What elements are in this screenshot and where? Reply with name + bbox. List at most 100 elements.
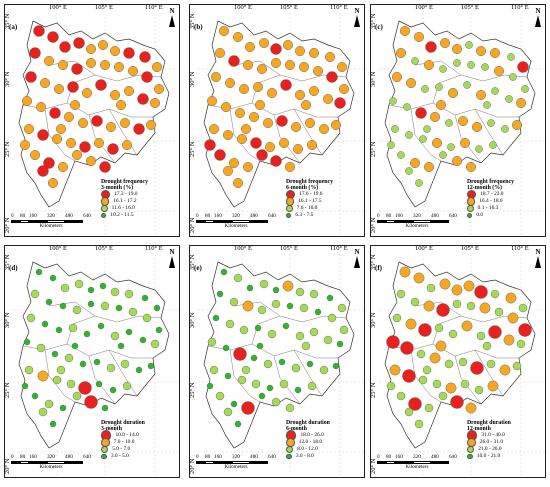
station-marker [270,43,282,55]
station-marker [294,386,302,394]
longitude-label: 110° E [145,4,163,11]
station-marker [465,41,473,49]
station-marker [71,149,82,160]
station-marker [69,99,80,110]
legend-entry: 16.4 - 18.6 [467,197,539,206]
station-marker [282,322,290,330]
latitude-label: 30° N [189,312,196,328]
legend-range: 16.1 - 17.5 [298,198,322,204]
station-marker [386,381,396,391]
province-boundary [88,114,116,164]
station-marker [125,328,133,336]
station-marker [250,137,262,149]
map-canvas [379,254,545,477]
station-marker [404,407,414,417]
station-marker [439,38,450,49]
longitude-label: 105° E [461,4,479,11]
station-marker [471,121,482,132]
latitude-label: 25° N [4,141,11,157]
legend-swatch [101,445,109,454]
province-boundary [293,108,323,156]
province-boundary [414,60,462,76]
station-marker [457,115,468,126]
station-marker [295,331,305,341]
scale-tick: 160 [29,454,37,460]
scale-segment [20,220,29,223]
station-marker [465,402,477,414]
station-marker [113,62,124,73]
station-marker [241,401,255,415]
station-marker [31,392,39,400]
latitude-label: 20° N [370,458,377,474]
station-marker [439,65,447,73]
map-canvas [379,13,545,236]
station-marker [54,83,65,94]
station-marker [405,131,413,139]
legend-range: 11.6 - 16.0 [111,205,135,211]
longitude-label: 110° E [511,245,529,252]
province-boundary [293,349,323,397]
station-marker [271,299,281,309]
legend-entry: 10.2 - 11.5 [101,212,173,219]
station-marker [224,372,232,380]
legend-entry: 3.0 - 8.0 [286,453,358,460]
station-marker [314,308,322,316]
station-marker [209,365,219,375]
station-marker [145,119,156,130]
scale-segment [11,220,20,223]
station-marker [105,121,116,132]
longitude-label: 105° E [95,245,113,252]
scale-tick: 320 [413,213,421,219]
scale-segment [377,220,386,223]
north-arrow-icon: N [535,248,541,268]
longitude-label: 110° E [511,4,529,11]
station-marker [284,161,295,172]
north-arrow-icon: N [169,7,175,27]
scale-tick: 0 [11,213,14,219]
station-marker [414,419,424,429]
station-marker [280,79,292,91]
map-panel: 100° E 105° E 110° E 20° N 25° N 30° N 35° N (b… [189,4,365,237]
station-marker [451,284,463,296]
station-marker [133,123,145,135]
station-marker [339,325,349,335]
station-marker [416,349,426,359]
station-marker [263,359,273,369]
station-marker [147,362,155,370]
scale-tick: 160 [395,454,403,460]
province-boundary [48,60,96,76]
station-marker [266,87,277,98]
station-marker [233,177,244,188]
station-marker [425,41,437,53]
province-boundary [108,349,138,397]
station-marker [444,359,454,369]
scale-segment [47,461,65,464]
station-marker [230,400,238,408]
station-marker [207,95,218,106]
province-boundary [48,301,96,317]
station-marker [124,289,134,299]
station-marker [36,343,46,353]
station-marker [326,71,338,83]
station-marker [422,365,432,375]
legend-entry: 12.0 - 18.0 [286,438,358,447]
station-marker [26,313,36,323]
scale-segment [65,220,83,223]
station-marker [426,283,436,293]
station-marker [30,289,40,299]
station-marker [447,143,455,151]
scale-tick: 320 [232,213,240,219]
station-marker [326,294,334,302]
station-marker [458,357,468,367]
legend-swatch [467,212,473,219]
province-boundary [229,108,261,162]
station-marker [286,302,294,310]
station-marker [149,97,160,108]
station-marker [64,353,74,363]
station-marker [430,111,441,122]
legend-entry: 21.0 - 26.0 [467,445,539,454]
station-marker [292,143,303,154]
legend-range: 6.3 - 7.5 [295,212,314,218]
station-marker [459,137,470,148]
legend-title: Drought duration [467,420,511,426]
